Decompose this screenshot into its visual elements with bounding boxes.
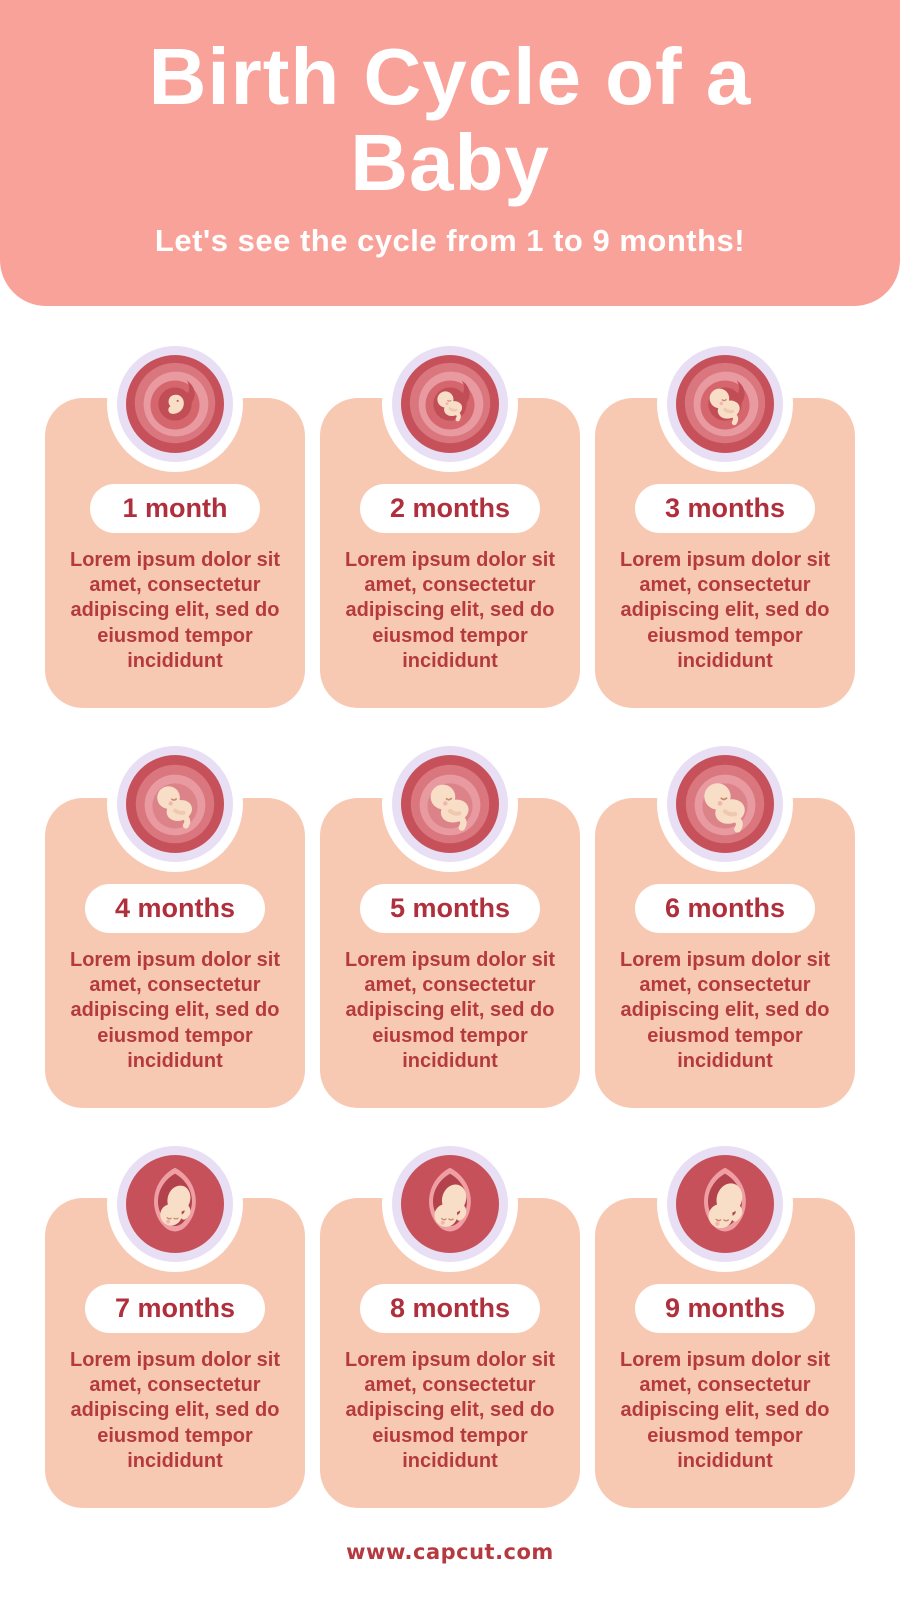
early-fetus-in-womb-illustration: [676, 355, 774, 453]
website-text: www.capcut.com: [346, 1540, 554, 1564]
month-label: 3 months: [664, 493, 785, 523]
month-label: 6 months: [664, 893, 785, 923]
baby-figure: [160, 1185, 191, 1226]
month-label-pill: 3 months: [634, 484, 815, 533]
fetus-in-womb-illustration: [126, 755, 224, 853]
womb-circle: [382, 1136, 518, 1272]
month-label-pill: 9 months: [634, 1284, 815, 1333]
womb-circle: [657, 736, 793, 872]
month-card-panel: 1 month Lorem ipsum dolor sit amet, cons…: [45, 398, 305, 708]
womb-circle: [107, 336, 243, 472]
month-label-pill: 2 months: [359, 484, 540, 533]
early-fetus-in-womb-illustration: [401, 355, 499, 453]
baby-figure: [708, 1183, 743, 1229]
month-card: 4 months Lorem ipsum dolor sit amet, con…: [45, 736, 305, 1108]
month-description: Lorem ipsum dolor sit amet, consectetur …: [69, 1349, 281, 1472]
fetus-in-womb-illustration: [401, 755, 499, 853]
month-label-pill: 6 months: [634, 884, 815, 933]
fetus-figure: [709, 388, 740, 426]
month-label-pill: 4 months: [84, 884, 265, 933]
footer: www.capcut.com: [0, 1540, 900, 1594]
womb-circle: [657, 336, 793, 472]
month-card: 5 months Lorem ipsum dolor sit amet, con…: [320, 736, 580, 1108]
womb-circle: [657, 1136, 793, 1272]
month-description: Lorem ipsum dolor sit amet, consectetur …: [344, 1349, 556, 1472]
womb-circle: [107, 736, 243, 872]
fetus-figure: [437, 391, 463, 422]
month-description: Lorem ipsum dolor sit amet, consectetur …: [619, 1349, 831, 1472]
fetus-in-womb-illustration: [676, 755, 774, 853]
month-description: Lorem ipsum dolor sit amet, consectetur …: [619, 549, 831, 672]
month-label: 7 months: [114, 1293, 235, 1323]
month-card: 7 months Lorem ipsum dolor sit amet, con…: [45, 1136, 305, 1508]
womb-circle: [382, 336, 518, 472]
month-label: 4 months: [114, 893, 235, 923]
month-label-pill: 1 month: [90, 484, 260, 533]
month-description: Lorem ipsum dolor sit amet, consectetur …: [69, 949, 281, 1072]
month-label: 2 months: [389, 493, 510, 523]
header: Birth Cycle of a Baby Let's see the cycl…: [0, 0, 900, 306]
baby-figure: [434, 1184, 467, 1227]
month-label: 1 month: [122, 493, 228, 523]
month-label-pill: 7 months: [84, 1284, 265, 1333]
month-card-panel: 7 months Lorem ipsum dolor sit amet, con…: [45, 1198, 305, 1508]
fetus-figure: [430, 784, 469, 831]
embryo-in-womb-illustration: [126, 355, 224, 453]
month-label: 8 months: [389, 1293, 510, 1323]
month-description: Lorem ipsum dolor sit amet, consectetur …: [344, 549, 556, 672]
womb-circle: [107, 1136, 243, 1272]
month-description: Lorem ipsum dolor sit amet, consectetur …: [344, 949, 556, 1072]
month-description: Lorem ipsum dolor sit amet, consectetur …: [619, 949, 831, 1072]
baby-in-womb-illustration: [401, 1155, 499, 1253]
month-card-panel: 2 months Lorem ipsum dolor sit amet, con…: [320, 398, 580, 708]
month-label: 9 months: [664, 1293, 785, 1323]
fetus-figure: [157, 786, 193, 829]
page-title: Birth Cycle of a Baby: [148, 32, 752, 208]
month-card-panel: 4 months Lorem ipsum dolor sit amet, con…: [45, 798, 305, 1108]
baby-in-womb-illustration: [126, 1155, 224, 1253]
month-label-pill: 8 months: [359, 1284, 540, 1333]
embryo-figure: [168, 394, 184, 414]
month-label: 5 months: [389, 893, 510, 923]
month-card: 9 months Lorem ipsum dolor sit amet, con…: [595, 1136, 855, 1508]
month-card: 2 months Lorem ipsum dolor sit amet, con…: [320, 336, 580, 708]
month-label-pill: 5 months: [359, 884, 540, 933]
month-card-panel: 8 months Lorem ipsum dolor sit amet, con…: [320, 1198, 580, 1508]
months-grid: 1 month Lorem ipsum dolor sit amet, cons…: [0, 306, 900, 1508]
baby-head-down-in-womb-illustration: [676, 1155, 774, 1253]
page-subtitle: Let's see the cycle from 1 to 9 months!: [154, 222, 746, 258]
month-card: 1 month Lorem ipsum dolor sit amet, cons…: [45, 336, 305, 708]
month-card: 8 months Lorem ipsum dolor sit amet, con…: [320, 1136, 580, 1508]
fetus-figure: [704, 783, 745, 833]
month-card: 6 months Lorem ipsum dolor sit amet, con…: [595, 736, 855, 1108]
womb-circle: [382, 736, 518, 872]
month-card: 3 months Lorem ipsum dolor sit amet, con…: [595, 336, 855, 708]
month-description: Lorem ipsum dolor sit amet, consectetur …: [69, 549, 281, 672]
month-card-panel: 9 months Lorem ipsum dolor sit amet, con…: [595, 1198, 855, 1508]
